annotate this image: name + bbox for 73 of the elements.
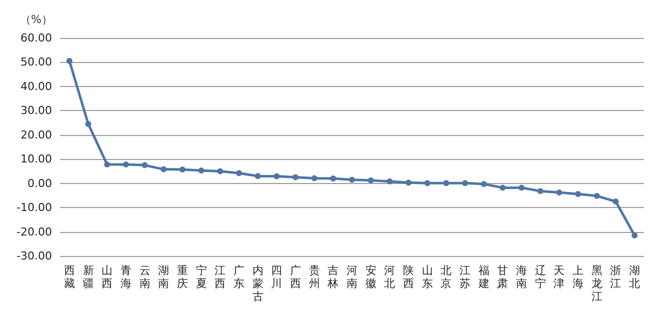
x-tick-label: 西藏 <box>64 264 75 290</box>
point <box>537 188 544 194</box>
x-tick-label: 吉林 <box>326 264 339 290</box>
x-tick-label: 浙江 <box>610 264 622 290</box>
point <box>556 190 562 196</box>
y-tick-label: 10.00 <box>20 152 52 166</box>
x-tick-label: 云南 <box>139 264 150 290</box>
x-tick-label: 江西 <box>214 264 226 290</box>
point <box>160 166 167 172</box>
x-tick-label: 北京 <box>440 264 452 290</box>
point <box>462 180 468 186</box>
x-tick-label: 湖北 <box>629 264 640 290</box>
x-tick-label: 广东 <box>233 264 244 290</box>
x-tick-label: 山东 <box>422 264 433 290</box>
x-tick-label: 福建 <box>477 264 490 290</box>
point <box>292 174 298 180</box>
y-tick-label: 30.00 <box>20 104 52 118</box>
y-tick-label: 50.00 <box>20 56 52 69</box>
x-tick-label: 甘肃 <box>497 264 508 290</box>
x-tick-label: 宁夏 <box>196 264 207 290</box>
x-tick-label: 内蒙古 <box>252 264 264 303</box>
point <box>104 161 110 168</box>
point <box>632 232 638 238</box>
y-tick-label: -10.00 <box>16 201 52 214</box>
point <box>612 198 619 204</box>
point <box>594 192 600 199</box>
point <box>274 173 280 180</box>
y-tick-label: 60.00 <box>20 32 52 44</box>
point <box>386 178 393 184</box>
point <box>142 162 148 168</box>
point <box>368 177 374 184</box>
y-tick-label: 0.00 <box>28 176 52 190</box>
point <box>443 180 450 186</box>
x-tick-label: 陕西 <box>403 264 414 290</box>
point <box>349 176 355 183</box>
point <box>311 175 318 182</box>
point <box>330 175 336 182</box>
point <box>500 184 506 191</box>
x-tick-label: 河北 <box>384 264 396 290</box>
point <box>217 168 224 174</box>
point <box>518 184 525 191</box>
x-tick-label: 上海 <box>572 264 584 290</box>
x-tick-label: 重庆 <box>176 264 188 290</box>
x-tick-label: 江苏 <box>460 264 471 290</box>
x-tick-label: 安徽 <box>365 264 376 290</box>
y-tick-label: 40.00 <box>20 80 52 93</box>
point <box>66 58 72 64</box>
y-tick-label: 20.00 <box>20 128 52 142</box>
y-axis-title: （%） <box>20 13 52 26</box>
x-tick-label: 海南 <box>516 264 528 290</box>
point <box>198 167 204 174</box>
x-tick-label: 广西 <box>290 264 301 290</box>
x-tick-label: 辽宁 <box>534 264 546 290</box>
x-tick-label: 新疆 <box>82 264 94 290</box>
point <box>179 166 186 173</box>
point <box>122 161 129 168</box>
x-tick-label: 贵州 <box>308 264 320 290</box>
point <box>85 120 92 127</box>
point <box>254 173 261 180</box>
point <box>480 181 487 188</box>
x-tick-label: 四川 <box>271 264 282 290</box>
y-tick-label: -20.00 <box>16 225 52 238</box>
x-tick-label: 河南 <box>346 264 358 290</box>
x-tick-label: 天津 <box>554 264 565 290</box>
x-tick-label: 青海 <box>120 264 132 290</box>
point <box>575 190 582 197</box>
x-tick-label: 山西 <box>102 264 113 290</box>
x-tick-label: 湖南 <box>158 264 170 290</box>
point <box>236 170 242 176</box>
point <box>424 180 430 186</box>
y-tick-label: -30.00 <box>16 250 52 262</box>
point <box>406 180 412 186</box>
x-tick-label: 黑龙江 <box>591 264 602 303</box>
